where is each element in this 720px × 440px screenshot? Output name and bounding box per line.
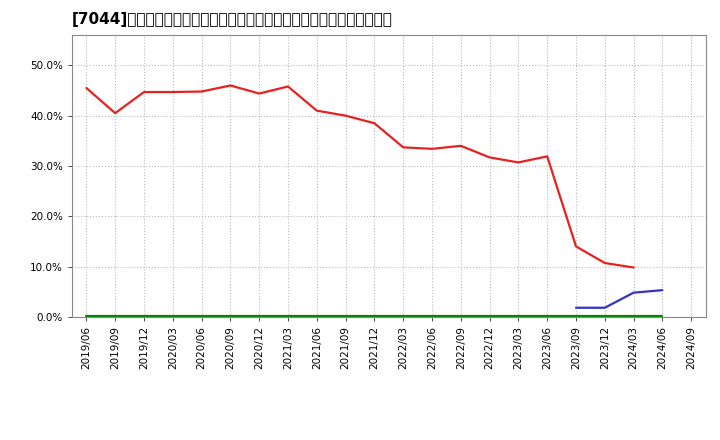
Text: [7044]　自己資本、のれん、繰延税金資産の総資産に対する比率の推移: [7044] 自己資本、のれん、繰延税金資産の総資産に対する比率の推移 [72,12,393,27]
